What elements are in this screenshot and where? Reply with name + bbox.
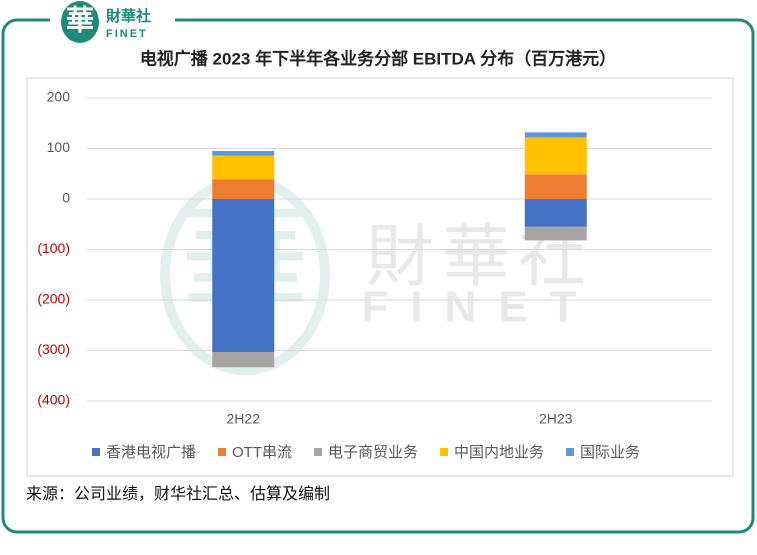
y-tick-label: 0 [62,190,70,206]
source-note: 来源：公司业绩，财华社汇总、估算及编制 [26,484,330,503]
y-tick-label: (300) [37,341,70,357]
logo-badge [61,1,99,43]
legend-swatch [218,448,227,456]
bar-segment [212,199,275,353]
y-tick-label: (100) [37,240,70,256]
y-tick-label: 100 [47,139,71,155]
legend-swatch [314,448,323,456]
bar-segment [524,199,587,227]
logo-mark: 華 [66,4,94,37]
legend-swatch [92,448,100,456]
logo-sub: FINET [106,28,148,40]
legend-label: 国际业务 [580,444,640,461]
watermark-sub: FINET [361,283,598,332]
plot-frame [26,77,734,477]
watermark: 華 財華社 FINET [160,175,598,375]
bar-segment [212,179,275,199]
bar-segment [524,226,587,241]
bar-segment [212,352,275,368]
chart-title: 电视广播 2023 年下半年各业务分部 EBITDA 分布（百万港元） [140,48,616,68]
x-tick-label: 2H23 [539,411,573,427]
bar-segment [524,174,587,199]
legend-label: 电子商贸业务 [328,444,418,461]
bar-segment [212,151,275,156]
y-tick-label: (400) [37,392,70,408]
legend-label: 中国内地业务 [454,444,544,461]
y-tick-label: (200) [37,291,70,307]
legend-label: OTT串流 [232,444,292,461]
legend-swatch [440,448,449,456]
bar-segment [524,137,587,175]
logo-name: 財華社 [105,7,151,25]
bar-segment [212,155,275,180]
legend-label: 香港电视广播 [106,444,196,461]
legend-swatch [566,448,575,456]
y-tick-label: 200 [47,89,71,105]
bar-segment [524,132,587,138]
x-tick-label: 2H22 [227,411,261,427]
